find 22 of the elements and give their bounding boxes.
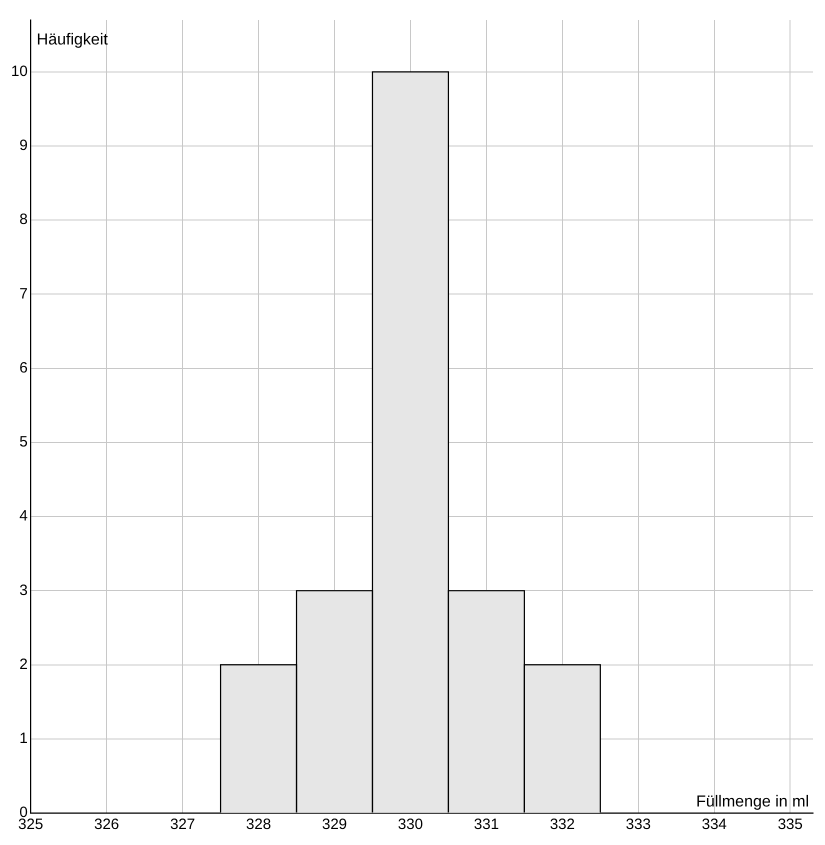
x-tick-label: 328 — [246, 816, 272, 834]
x-tick-label: 333 — [626, 816, 651, 834]
y-tick-label: 7 — [19, 285, 28, 302]
y-tick-label: 10 — [10, 63, 28, 80]
y-tick-label: 9 — [19, 137, 28, 154]
x-tick-label: 331 — [474, 816, 499, 834]
x-tick-label: 332 — [550, 816, 575, 834]
x-tick-label: 326 — [94, 816, 120, 834]
y-tick-label: 2 — [19, 656, 28, 673]
x-tick-label: 327 — [170, 816, 196, 834]
y-tick-label: 4 — [19, 508, 28, 525]
x-tick-label: 335 — [778, 816, 803, 834]
x-tick-label: 334 — [702, 816, 727, 834]
x-axis-title: Füllmenge in ml — [696, 793, 809, 810]
y-tick-label: 3 — [19, 582, 28, 599]
x-tick-label: 330 — [398, 816, 423, 834]
y-tick-label: 1 — [19, 730, 28, 748]
y-axis-title: Häufigkeit — [36, 31, 108, 48]
x-tick-label: 329 — [322, 816, 348, 834]
y-tick-label: 6 — [19, 359, 28, 376]
y-tick-label: 8 — [19, 211, 28, 228]
y-tick-label: 5 — [19, 434, 28, 451]
